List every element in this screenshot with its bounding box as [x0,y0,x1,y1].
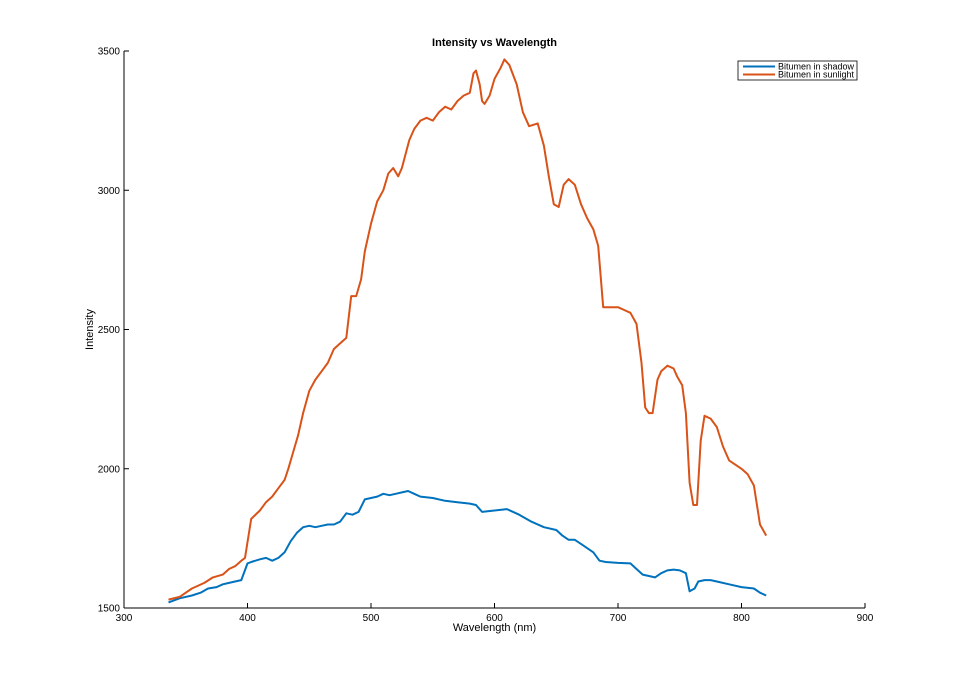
legend-label-sunlight: Bitumen in sunlight [778,70,855,80]
x-axis-ticks: 300 400 500 600 700 800 900 [116,603,874,624]
series-line-sunlight [168,58,768,601]
x-tick-label: 600 [486,613,503,624]
legend-label-shadow: Bitumen in shadow [778,62,855,72]
legend: Bitumen in shadow Bitumen in sunlight [737,60,858,81]
series-layer [168,58,768,604]
x-tick-label: 400 [239,613,256,624]
x-axis-label: Wavelength (nm) [453,622,536,634]
x-tick-label: 800 [733,613,750,624]
chart-title: Intensity vs Wavelength [432,37,557,49]
y-tick-label: 2000 [98,464,121,475]
x-tick-label: 500 [363,613,380,624]
series-line-shadow [168,490,767,604]
y-axis-label: Intensity [84,309,96,350]
y-tick-label: 2500 [98,325,121,336]
plot-area [124,51,865,608]
x-tick-label: 900 [857,613,874,624]
y-tick-label: 1500 [98,604,121,615]
y-tick-label: 3500 [98,47,121,58]
y-tick-label: 3000 [98,186,121,197]
x-tick-label: 700 [610,613,627,624]
x-tick-label: 300 [116,613,133,624]
y-axis-ticks: 1500 2000 2500 3000 3500 [98,47,129,615]
